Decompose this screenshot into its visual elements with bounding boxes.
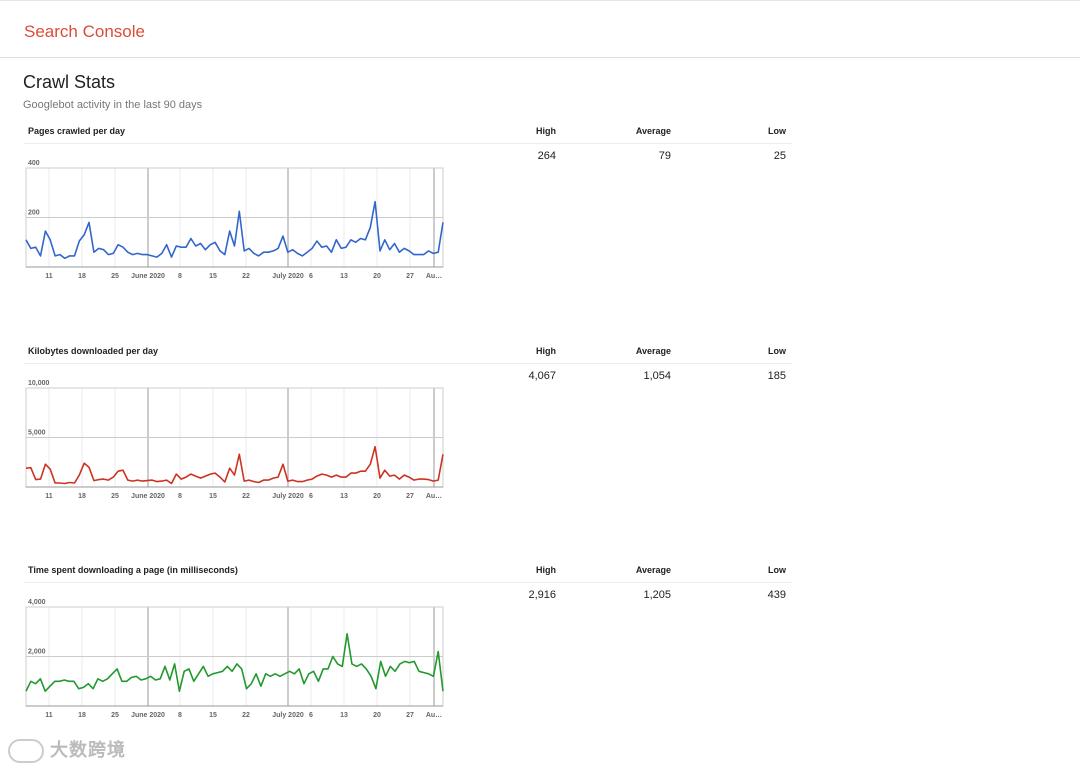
average-value: 1,054 bbox=[643, 370, 671, 382]
download-time-chart[interactable]: 2,000 4,000 11 18 25 June 2020 8 15 22 July 2020 6… bbox=[24, 599, 446, 725]
x-tick-label: 20 bbox=[373, 493, 381, 500]
low-label: Low bbox=[768, 346, 786, 356]
average-label: Average bbox=[635, 346, 671, 356]
y-tick-label: 2,000 bbox=[28, 649, 46, 656]
x-tick-label: 18 bbox=[78, 273, 86, 280]
x-tick-label: July 2020 bbox=[272, 273, 304, 280]
y-tick-label: 5,000 bbox=[28, 430, 46, 437]
x-tick-label: 25 bbox=[111, 493, 119, 500]
section-header: Kilobytes downloaded per day High Averag… bbox=[24, 344, 792, 364]
low-value: 185 bbox=[767, 370, 786, 382]
y-tick-label: 10,000 bbox=[28, 380, 50, 387]
x-tick-label: 13 bbox=[340, 493, 348, 500]
section-header: Pages crawled per day High Average Low bbox=[24, 124, 792, 144]
kilobytes-downloaded-chart[interactable]: 5,000 10,000 11 18 25 June 2020 8 15 22 July 2020… bbox=[24, 380, 446, 506]
low-label: Low bbox=[768, 126, 786, 136]
average-value: 79 bbox=[658, 150, 671, 162]
x-tick-label: 22 bbox=[242, 712, 250, 719]
high-value: 264 bbox=[537, 150, 556, 162]
x-tick-label: Au… bbox=[426, 493, 442, 500]
x-tick-label: 6 bbox=[309, 712, 313, 719]
average-label: Average bbox=[635, 565, 671, 575]
x-tick-label: Au… bbox=[426, 273, 442, 280]
average-value: 1,205 bbox=[643, 589, 671, 601]
watermark: 大数跨境 bbox=[8, 736, 126, 764]
x-tick-label: 11 bbox=[45, 712, 53, 719]
x-tick-label: Au… bbox=[426, 712, 442, 719]
y-tick-label: 4,000 bbox=[28, 599, 46, 606]
x-tick-label: 22 bbox=[242, 273, 250, 280]
x-tick-label: 25 bbox=[111, 273, 119, 280]
y-tick-label: 200 bbox=[28, 210, 40, 217]
x-tick-label: 15 bbox=[209, 493, 217, 500]
section-title: Pages crawled per day bbox=[28, 126, 126, 136]
x-tick-label: 11 bbox=[45, 273, 53, 280]
x-tick-label: 22 bbox=[242, 493, 250, 500]
x-tick-label: 18 bbox=[78, 712, 86, 719]
x-tick-label: 15 bbox=[209, 712, 217, 719]
x-tick-label: 13 bbox=[340, 273, 348, 280]
pages-crawled-chart[interactable]: 200 400 11 18 25 June 2020 8 15 22 July 2020 6 13 20… bbox=[24, 160, 446, 286]
x-tick-label: 27 bbox=[406, 273, 414, 280]
top-bar: Search Console bbox=[0, 0, 1080, 58]
section-pages-crawled: Pages crawled per day High Average Low 2… bbox=[24, 124, 792, 294]
x-tick-label: 25 bbox=[111, 712, 119, 719]
x-tick-label: 20 bbox=[373, 712, 381, 719]
section-title: Time spent downloading a page (in millis… bbox=[28, 565, 238, 575]
high-label: High bbox=[536, 126, 556, 136]
x-tick-label: 8 bbox=[178, 493, 182, 500]
high-value: 4,067 bbox=[528, 370, 556, 382]
x-tick-label: June 2020 bbox=[131, 493, 165, 500]
watermark-text: 大数跨境 bbox=[50, 740, 126, 760]
low-label: Low bbox=[768, 565, 786, 575]
section-title: Kilobytes downloaded per day bbox=[28, 346, 159, 356]
section-download-time: Time spent downloading a page (in millis… bbox=[24, 563, 792, 733]
high-value: 2,916 bbox=[528, 589, 556, 601]
x-tick-label: 13 bbox=[340, 712, 348, 719]
x-tick-label: 6 bbox=[309, 273, 313, 280]
x-tick-label: 8 bbox=[178, 712, 182, 719]
page-subtitle: Googlebot activity in the last 90 days bbox=[23, 99, 203, 111]
high-label: High bbox=[536, 565, 556, 575]
y-tick-label: 400 bbox=[28, 160, 40, 167]
x-tick-label: 8 bbox=[178, 273, 182, 280]
x-tick-label: 27 bbox=[406, 712, 414, 719]
x-tick-label: 27 bbox=[406, 493, 414, 500]
series-line bbox=[25, 632, 444, 692]
low-value: 25 bbox=[773, 150, 786, 162]
low-value: 439 bbox=[767, 589, 786, 601]
x-tick-label: July 2020 bbox=[272, 493, 304, 500]
x-tick-label: 18 bbox=[78, 493, 86, 500]
x-tick-label: 15 bbox=[209, 273, 217, 280]
x-tick-label: June 2020 bbox=[131, 712, 165, 719]
page-title: Crawl Stats bbox=[23, 72, 116, 92]
section-kilobytes-downloaded: Kilobytes downloaded per day High Averag… bbox=[24, 344, 792, 514]
high-label: High bbox=[536, 346, 556, 356]
section-header: Time spent downloading a page (in millis… bbox=[24, 563, 792, 583]
x-tick-label: 20 bbox=[373, 273, 381, 280]
x-tick-label: June 2020 bbox=[131, 273, 165, 280]
average-label: Average bbox=[635, 126, 671, 136]
x-tick-label: July 2020 bbox=[272, 712, 304, 719]
watermark-logo-icon bbox=[8, 739, 44, 764]
x-tick-label: 6 bbox=[309, 493, 313, 500]
brand-logo[interactable]: Search Console bbox=[24, 22, 145, 41]
x-tick-label: 11 bbox=[45, 493, 53, 500]
